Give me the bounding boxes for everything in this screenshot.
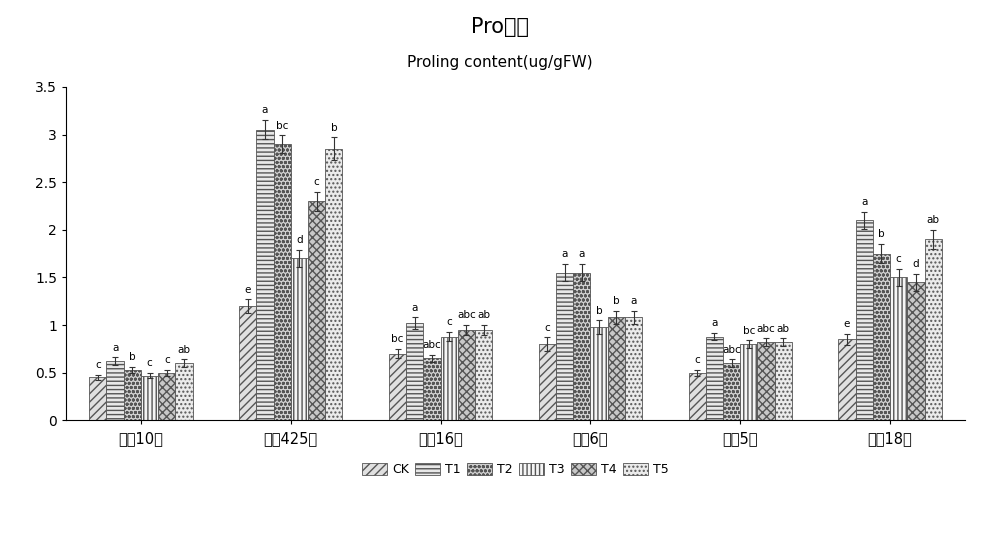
Text: e: e [245,285,251,295]
Text: a: a [711,318,718,328]
Text: c: c [314,177,319,187]
Text: b: b [613,296,620,306]
Text: b: b [878,229,885,239]
Text: bc: bc [391,334,404,344]
Text: d: d [913,259,919,269]
Text: abc: abc [757,324,775,333]
Bar [740,344,757,420]
Bar [158,373,175,420]
Bar [274,144,291,420]
Bar [106,361,124,420]
Text: a: a [262,106,268,116]
Text: b: b [129,352,136,362]
Bar [423,358,441,420]
Text: c: c [694,355,700,365]
Legend: CK, T1, T2, T3, T4, T5: CK, T1, T2, T3, T4, T5 [357,457,674,481]
Bar [325,149,342,420]
Text: ab: ab [477,310,490,320]
Bar [89,378,106,420]
Bar [890,278,907,420]
Text: c: c [147,358,152,368]
Bar [608,317,625,420]
Text: a: a [861,197,867,207]
Text: a: a [112,343,118,353]
Bar [175,363,193,420]
Bar [925,239,942,420]
Bar [141,375,158,420]
Text: c: c [164,355,170,365]
Text: c: c [544,323,550,333]
Text: ab: ab [178,345,191,354]
Text: ab: ab [777,324,790,333]
Text: abc: abc [722,345,741,354]
Text: c: c [95,360,101,370]
Bar [706,337,723,420]
Bar [838,340,856,420]
Bar [539,344,556,420]
Text: ab: ab [927,215,940,225]
Text: Pro含量: Pro含量 [471,17,529,36]
Bar [689,373,706,420]
Bar [907,282,925,420]
Text: abc: abc [457,310,476,320]
Bar [573,273,590,420]
Text: abc: abc [423,340,441,350]
Bar [556,273,573,420]
Text: e: e [844,319,850,329]
Bar [256,130,274,420]
Bar [590,327,608,420]
Text: a: a [630,296,637,306]
Bar [873,254,890,420]
Bar [291,258,308,420]
Text: a: a [579,249,585,259]
Bar [406,323,423,420]
Bar [124,370,141,420]
Text: d: d [296,235,303,245]
Bar [856,220,873,420]
Bar [458,330,475,420]
Text: c: c [446,317,452,327]
Text: b: b [596,306,602,316]
Text: bc: bc [276,121,288,131]
Bar [441,337,458,420]
Bar [757,342,775,420]
Bar [625,317,642,420]
Text: a: a [412,302,418,312]
Bar [308,201,325,420]
Text: a: a [561,249,568,259]
Text: c: c [896,254,902,264]
Bar [239,306,256,420]
Text: b: b [331,123,337,133]
Text: Proling content(ug/gFW): Proling content(ug/gFW) [407,55,593,70]
Bar [389,354,406,420]
Bar [775,342,792,420]
Bar [723,363,740,420]
Text: bc: bc [743,326,755,336]
Bar [475,330,492,420]
